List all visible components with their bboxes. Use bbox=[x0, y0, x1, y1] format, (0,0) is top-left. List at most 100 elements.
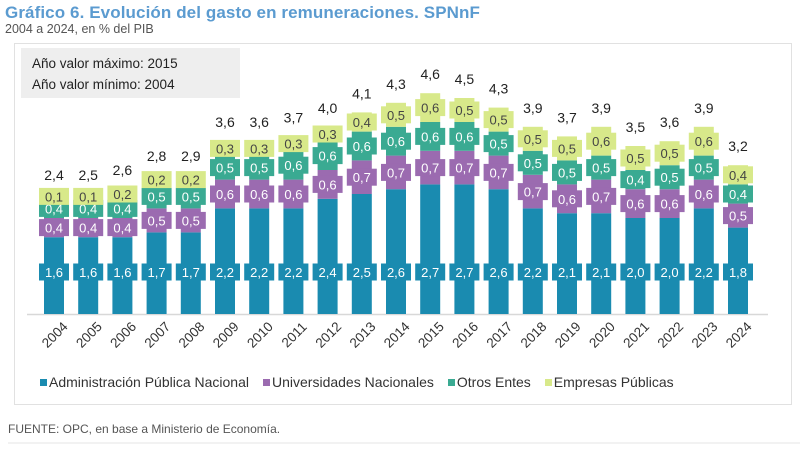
data-label-box bbox=[141, 171, 172, 189]
data-label-box bbox=[586, 187, 617, 205]
data-label: 1,7 bbox=[148, 265, 166, 280]
x-tick-label: 2009 bbox=[210, 319, 242, 351]
data-label: 2,4 bbox=[319, 265, 337, 280]
data-label-box bbox=[175, 263, 206, 281]
data-label-box bbox=[723, 207, 753, 225]
data-label-box bbox=[312, 175, 343, 193]
data-label-box bbox=[73, 187, 104, 205]
x-tick-label: 2011 bbox=[279, 319, 310, 350]
legend-item: Administración Pública Nacional bbox=[40, 374, 249, 390]
x-tick-label: 2023 bbox=[689, 319, 721, 351]
data-label-box bbox=[723, 185, 753, 203]
data-label-box bbox=[586, 263, 617, 281]
data-label-box bbox=[483, 163, 514, 181]
data-label-box bbox=[278, 185, 309, 203]
data-label: 2,2 bbox=[250, 265, 268, 280]
data-label: 1,6 bbox=[45, 265, 63, 280]
data-label-box bbox=[73, 219, 104, 237]
data-label-box bbox=[278, 263, 309, 281]
data-label: 0,4 bbox=[353, 115, 371, 130]
data-label: 0,3 bbox=[319, 127, 337, 142]
info-box: Año valor máximo: 2015 Año valor mínimo:… bbox=[21, 48, 240, 98]
data-label-box bbox=[517, 154, 548, 172]
source-note: FUENTE: OPC, en base a Ministerio de Eco… bbox=[8, 422, 281, 436]
x-tick-label: 2013 bbox=[347, 319, 379, 351]
data-label: 2,7 bbox=[421, 265, 439, 280]
data-label-box bbox=[449, 263, 480, 281]
data-label-box bbox=[107, 199, 138, 217]
bar-segment-1-2014 bbox=[386, 189, 406, 314]
total-label: 3,7 bbox=[284, 109, 304, 125]
data-label-box bbox=[346, 137, 377, 155]
data-label: 0,5 bbox=[729, 209, 747, 224]
data-label: 0,5 bbox=[661, 170, 679, 185]
data-label: 0,5 bbox=[558, 165, 576, 180]
total-label: 4,5 bbox=[455, 71, 475, 87]
data-label: 0,6 bbox=[558, 192, 576, 207]
data-label-box bbox=[483, 111, 514, 129]
data-label: 2,2 bbox=[284, 265, 302, 280]
data-label: 0,6 bbox=[421, 101, 439, 116]
bar-segment-1-2018 bbox=[522, 208, 543, 314]
data-label: 2,2 bbox=[216, 265, 234, 280]
data-label: 0,7 bbox=[353, 170, 371, 185]
data-label: 0,5 bbox=[148, 213, 166, 228]
data-label: 0,7 bbox=[455, 161, 473, 176]
data-label: 0,4 bbox=[79, 221, 97, 236]
data-label: 0,6 bbox=[455, 129, 473, 144]
total-label: 4,3 bbox=[489, 81, 509, 97]
data-label-box bbox=[278, 135, 309, 153]
data-label: 0,4 bbox=[45, 201, 63, 216]
data-label-box bbox=[73, 263, 104, 281]
total-label: 3,5 bbox=[626, 119, 646, 135]
legend-label: Otros Entes bbox=[456, 374, 531, 390]
data-label: 2,7 bbox=[455, 265, 473, 280]
data-label-box bbox=[141, 187, 172, 205]
data-label-box bbox=[483, 263, 514, 281]
data-label: 2,2 bbox=[524, 265, 542, 280]
data-label: 2,6 bbox=[490, 265, 508, 280]
x-tick-label: 2014 bbox=[381, 319, 413, 351]
x-tick-label: 2007 bbox=[141, 319, 173, 351]
data-label: 0,6 bbox=[695, 187, 713, 202]
data-label-box bbox=[175, 171, 206, 189]
data-label-box bbox=[620, 171, 651, 189]
data-label-box bbox=[244, 263, 275, 281]
data-label: 0,4 bbox=[79, 201, 97, 216]
data-label: 0,4 bbox=[113, 201, 131, 216]
x-tick-label: 2010 bbox=[244, 319, 276, 351]
legend-swatch bbox=[544, 378, 552, 386]
data-label: 0,6 bbox=[626, 197, 644, 212]
data-label-box bbox=[107, 185, 138, 203]
data-label-box bbox=[483, 135, 514, 153]
bottom-divider bbox=[8, 442, 800, 444]
data-label: 0,5 bbox=[524, 132, 542, 147]
data-label-box bbox=[449, 101, 480, 119]
data-label-box bbox=[620, 195, 651, 213]
data-label: 0,2 bbox=[182, 173, 200, 188]
data-label-box bbox=[723, 263, 753, 281]
data-label: 0,7 bbox=[387, 165, 405, 180]
data-label: 0,1 bbox=[45, 189, 63, 204]
data-label: 0,6 bbox=[592, 134, 610, 149]
data-label-box bbox=[381, 263, 411, 281]
data-label-box bbox=[210, 185, 240, 203]
data-label: 0,7 bbox=[490, 165, 508, 180]
data-label-box bbox=[586, 132, 617, 150]
data-label: 0,6 bbox=[250, 187, 268, 202]
data-label-box bbox=[620, 263, 651, 281]
x-tick-label: 2019 bbox=[552, 319, 584, 351]
total-label: 2,8 bbox=[147, 148, 167, 164]
legend-swatch bbox=[40, 378, 47, 386]
data-label: 0,3 bbox=[216, 141, 234, 156]
data-label: 0,5 bbox=[626, 151, 644, 166]
legend-item: Universidades Nacionales bbox=[263, 374, 434, 390]
data-label: 0,2 bbox=[113, 187, 131, 202]
data-label-box bbox=[654, 195, 685, 213]
bar-segment-1-2012 bbox=[317, 198, 338, 314]
data-label: 0,4 bbox=[729, 187, 747, 202]
data-label-box bbox=[175, 187, 206, 205]
bar-segment-1-2017 bbox=[488, 189, 509, 314]
data-label-box bbox=[654, 168, 685, 186]
total-label: 2,4 bbox=[44, 167, 64, 183]
